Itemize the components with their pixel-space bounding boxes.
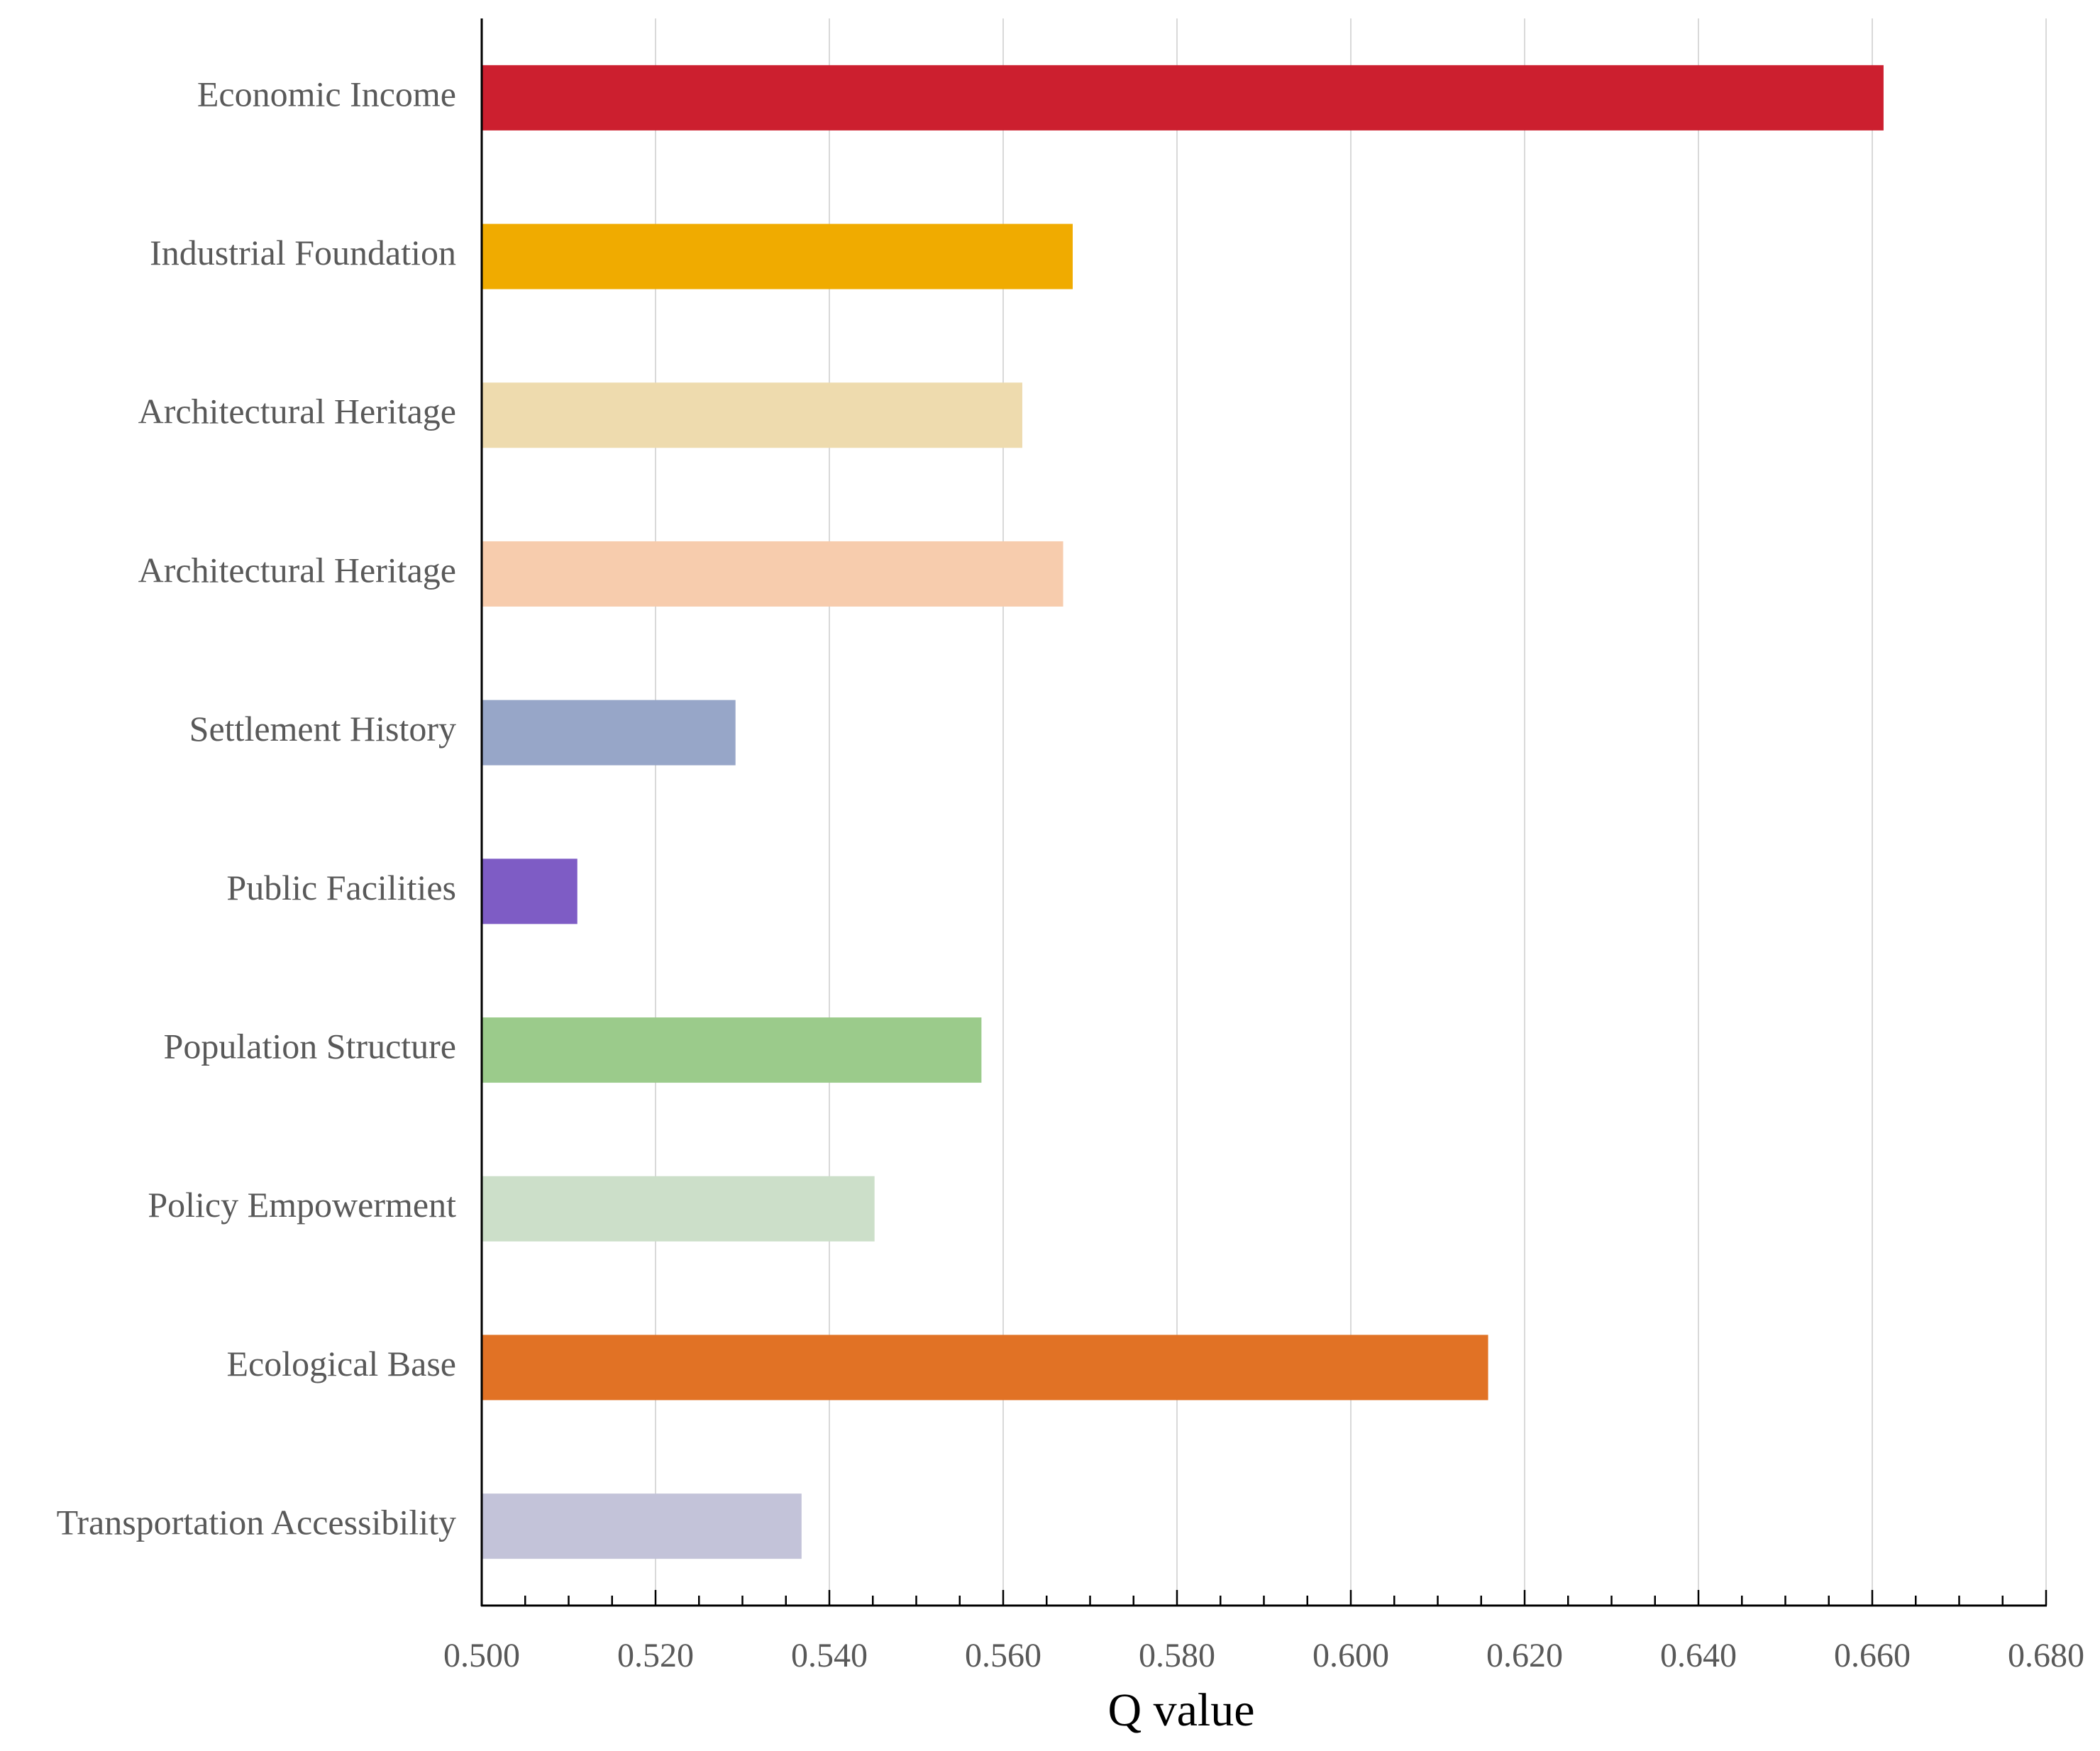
bar-5 — [482, 700, 736, 766]
x-tick-labels: 0.500 0.520 0.540 0.560 0.580 0.600 0.620 0.640… — [443, 1637, 2084, 1674]
category-label-9: Ecological Base — [227, 1344, 457, 1383]
bar-9 — [482, 1335, 1488, 1401]
bar-7 — [482, 1017, 982, 1083]
bar-8 — [482, 1176, 875, 1242]
category-labels: Economic Income Industrial Foundation Arch… — [57, 74, 457, 1542]
category-label-8: Policy Empowerment — [148, 1185, 456, 1225]
bar-10 — [482, 1493, 802, 1559]
x-tick-label-6: 0.620 — [1486, 1637, 1563, 1674]
x-tick-label-1: 0.520 — [617, 1637, 694, 1674]
axes — [480, 18, 2048, 1607]
category-label-1: Economic Income — [197, 74, 456, 114]
bar-4 — [482, 541, 1063, 607]
category-label-7: Population Structure — [164, 1027, 456, 1066]
x-tick-label-0: 0.500 — [443, 1637, 520, 1674]
bar-3 — [482, 382, 1022, 448]
x-tick-label-3: 0.560 — [965, 1637, 1041, 1674]
category-label-5: Settlement History — [189, 709, 456, 749]
x-axis-title: Q value — [1107, 1684, 1254, 1736]
bar-1 — [482, 65, 1884, 131]
x-tick-label-9: 0.680 — [2008, 1637, 2084, 1674]
bar-2 — [482, 223, 1073, 289]
category-label-4: Architectural Heritage — [138, 550, 456, 590]
x-tick-label-4: 0.580 — [1139, 1637, 1215, 1674]
x-tick-label-5: 0.600 — [1312, 1637, 1389, 1674]
category-label-10: Transportation Accessibility — [57, 1503, 456, 1542]
category-label-3: Architectural Heritage — [138, 392, 456, 431]
x-tick-label-2: 0.540 — [791, 1637, 868, 1674]
bar-6 — [482, 858, 578, 924]
bars — [482, 65, 1884, 1559]
x-tick-label-7: 0.640 — [1660, 1637, 1737, 1674]
category-label-6: Public Facilities — [226, 868, 456, 907]
x-tick-label-8: 0.660 — [1834, 1637, 1911, 1674]
category-label-2: Industrial Foundation — [150, 233, 456, 272]
